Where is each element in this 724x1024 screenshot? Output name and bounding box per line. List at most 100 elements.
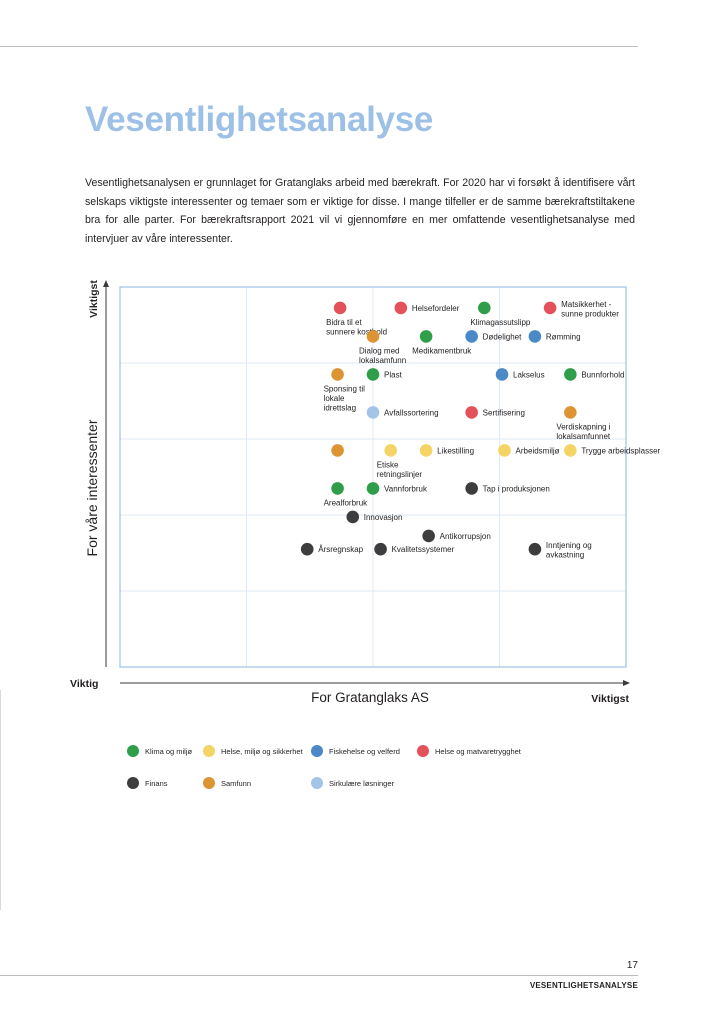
data-point: Verdiskapning i lokalsamfunnet (556, 406, 611, 441)
data-point: Sponsing til lokale idrettslag (324, 368, 365, 412)
data-point-label: Årsregnskap (318, 545, 363, 554)
data-point-label: Helsefordeler (412, 304, 460, 313)
data-point-label: Inntjening og avkastning (546, 541, 592, 560)
data-point: Helsefordeler (394, 301, 460, 315)
data-point: Arbeidsmiljø (498, 444, 560, 457)
page-number: 17 (626, 960, 638, 971)
data-point-label: Avfallssortering (384, 408, 439, 417)
data-point-label: Dødelighet (483, 332, 522, 341)
legend-swatch (311, 777, 323, 789)
data-point-marker (346, 510, 360, 524)
data-point-label: Innovasjon (364, 513, 403, 522)
y-axis-high-label: Viktigst (88, 280, 100, 318)
data-point-marker (331, 482, 344, 495)
legend-label: Helse og matvaretrygghet (435, 746, 521, 756)
data-point: Avfallssortering (366, 406, 439, 419)
data-point-label: Lakselus (513, 370, 545, 379)
data-point-label: Sertifisering (483, 408, 525, 417)
legend-label: Fiskehelse og velferd (329, 746, 400, 756)
legend-label: Klima og miljø (145, 746, 193, 756)
data-point-label: Klimagassutslipp (470, 318, 531, 327)
plot-area-border (119, 286, 627, 668)
legend-label: Samfunn (221, 778, 252, 788)
data-point-marker (495, 368, 509, 381)
materiality-chart: Viktigst For våre interessenter Viktig F… (70, 280, 661, 705)
data-point-label: Matsikkerhet -sunne produkter (561, 300, 619, 319)
data-point: Likestilling (419, 444, 474, 457)
data-point-marker (366, 406, 380, 419)
legend-swatch (127, 745, 139, 757)
data-point: Inntjening og avkastning (528, 541, 592, 560)
data-point-label: Trygge arbeidsplasser (581, 446, 660, 455)
data-point: Plast (366, 368, 403, 381)
page-title: Vesentlighetsanalyse (85, 100, 434, 139)
legend-item: Klima og miljø (127, 744, 192, 758)
data-point-label: Arbeidsmiljø (516, 446, 560, 455)
legend-swatch (311, 745, 323, 757)
data-point-label: Bunnforhold (581, 370, 624, 379)
data-point: Vannforbruk (366, 482, 428, 495)
data-point-label: Medikamentbruk (412, 346, 472, 355)
legend-item: Helse og matvaretrygghet (417, 744, 521, 758)
data-point-marker (394, 301, 408, 315)
footer-section-name: VESENTLIGHETSANALYSE (529, 981, 638, 990)
data-point: Bidra til et sunnere kosthold (326, 301, 387, 337)
data-point-label: Etiske retningslinjer (377, 460, 423, 479)
data-point: Kvalitetssystemer (374, 542, 455, 556)
bottom-rule (0, 975, 638, 976)
data-point: Medikamentbruk (412, 330, 472, 355)
x-axis-label: For Gratanglaks AS (311, 690, 429, 705)
data-points: Bidra til et sunnere kosthold Helsefordele… (300, 300, 661, 560)
data-point-marker (384, 444, 398, 457)
data-point-marker (465, 482, 478, 495)
data-point-marker (300, 542, 314, 556)
legend-item: Samfunn (203, 776, 251, 790)
data-point-marker (465, 330, 478, 343)
data-point: Bunnforhold (564, 368, 624, 381)
legend-item: Fiskehelse og velferd (311, 744, 400, 758)
top-rule (0, 46, 638, 47)
data-point-marker (543, 301, 557, 315)
legend-label: Finans (145, 778, 168, 788)
chart-legend: Klima og miljø Helse, miljø og sikkerhet F… (127, 744, 627, 804)
data-point-marker (528, 330, 542, 343)
data-point-label: Kvalitetssystemer (392, 545, 455, 554)
x-axis-low-label: Viktig (70, 678, 98, 690)
data-point-marker (366, 330, 380, 343)
legend-swatch (203, 777, 215, 789)
data-point: Tap i produksjonen (465, 482, 550, 495)
data-point-marker (331, 368, 344, 381)
data-point-label: Likestilling (437, 446, 474, 455)
legend-swatch (203, 745, 215, 757)
data-point: Dødelighet (465, 330, 522, 343)
legend-label: Helse, miljø og sikkerhet (221, 746, 303, 756)
data-point-label: Antikorrupsjon (440, 532, 491, 541)
x-axis (120, 680, 630, 686)
data-point: Etiske retningslinjer (377, 444, 423, 479)
legend-swatch (417, 745, 429, 757)
data-point-marker (374, 542, 387, 556)
data-point-label: Rømming (546, 332, 581, 341)
data-point-marker (331, 444, 344, 457)
data-point: Matsikkerhet -sunne produkter (543, 300, 619, 319)
data-point-label: Tap i produksjonen (483, 484, 550, 493)
data-point-marker (564, 444, 577, 457)
data-point-marker (366, 482, 380, 495)
legend-label: Sirkulære løsninger (329, 778, 395, 788)
data-point-marker (419, 330, 433, 343)
legend-item: Helse, miljø og sikkerhet (203, 744, 303, 758)
data-point-label: Arealforbruk (324, 498, 369, 507)
data-point (331, 444, 344, 457)
x-axis-high-label: Viktigst (591, 693, 629, 705)
legend-swatch (127, 777, 139, 789)
data-point: Årsregnskap (300, 542, 364, 556)
data-point-label: Vannforbruk (384, 484, 428, 493)
legend-item: Finans (127, 776, 168, 790)
data-point-label: Plast (384, 370, 403, 379)
intro-paragraph: Vesentlighetsanalysen er grunnlaget for … (85, 177, 635, 245)
data-point-marker (478, 301, 491, 315)
data-point: Trygge arbeidsplasser (564, 444, 661, 457)
data-point-label: Bidra til et sunnere kosthold (326, 318, 387, 337)
legend-item: Sirkulære løsninger (311, 776, 394, 790)
data-point: Arealforbruk (324, 482, 369, 507)
